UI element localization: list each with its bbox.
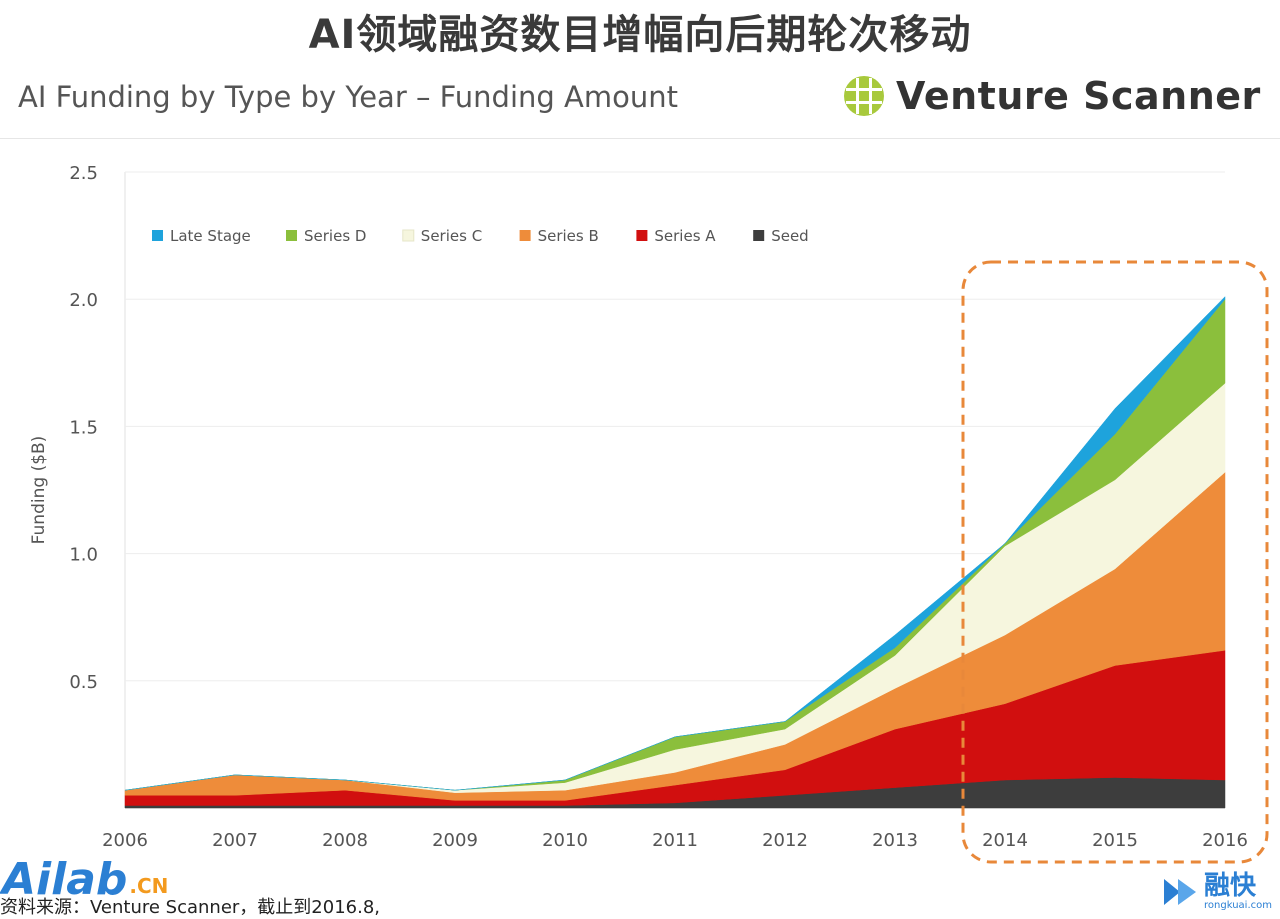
x-tick-label: 2014 — [982, 830, 1028, 851]
legend-swatch — [636, 230, 648, 241]
y-tick-label: 1.0 — [69, 545, 98, 566]
legend-swatch — [519, 230, 531, 241]
x-tick-label: 2013 — [872, 830, 918, 851]
legend-swatch — [152, 230, 163, 241]
y-tick-label: 0.5 — [69, 672, 98, 693]
ailab-logo-suffix: .CN — [129, 874, 169, 898]
legend-label: Series D — [304, 227, 366, 245]
legend-label: Series C — [421, 227, 482, 245]
ailab-watermark: Ailab .CN — [2, 858, 168, 902]
y-tick-label: 2.5 — [69, 163, 98, 184]
venture-scanner-logo: Venture Scanner — [842, 72, 1261, 120]
x-tick-label: 2015 — [1092, 830, 1138, 851]
y-axis-label: Funding ($B) — [29, 436, 49, 545]
legend-label: Seed — [771, 227, 809, 245]
play-arrows-icon — [1164, 878, 1197, 905]
legend-label: Late Stage — [170, 227, 251, 245]
chart-title: AI Funding by Type by Year – Funding Amo… — [18, 80, 678, 114]
y-tick-label: 1.5 — [69, 417, 98, 438]
globe-icon — [844, 76, 884, 116]
rongkuai-watermark: 融快 rongkuai.com — [1164, 872, 1272, 911]
rongkuai-url: rongkuai.com — [1204, 900, 1272, 911]
legend-swatch — [753, 230, 765, 241]
highlight-box — [961, 260, 1269, 864]
x-tick-label: 2011 — [652, 830, 698, 851]
area-late-stage — [124, 296, 1226, 791]
x-tick-label: 2006 — [102, 830, 148, 851]
ailab-logo-text: Ailab — [2, 854, 128, 905]
x-tick-label: 2016 — [1202, 830, 1248, 851]
source-note: 资料来源：Venture Scanner，截止到2016.8, — [0, 897, 381, 918]
rongkuai-logo-text: 融快 — [1204, 871, 1257, 901]
legend-label: Series B — [538, 227, 599, 245]
legend-swatch — [402, 229, 415, 242]
main-title: AI领域融资数目增幅向后期轮次移动 — [308, 12, 972, 58]
brand-name: Venture Scanner — [896, 74, 1261, 118]
x-tick-label: 2007 — [212, 830, 258, 851]
x-tick-label: 2009 — [432, 830, 478, 851]
legend-swatch — [286, 230, 297, 241]
legend-label: Series A — [654, 227, 716, 245]
x-tick-label: 2010 — [542, 830, 588, 851]
y-tick-label: 2.0 — [69, 290, 98, 311]
x-tick-label: 2012 — [762, 830, 808, 851]
header-divider — [0, 138, 1280, 139]
x-tick-label: 2008 — [322, 830, 368, 851]
funding-area-chart: 0.5 1.0 1.5 2.0 2.5 2006 2007 2008 2009 2010 2011 2… — [29, 163, 1269, 864]
